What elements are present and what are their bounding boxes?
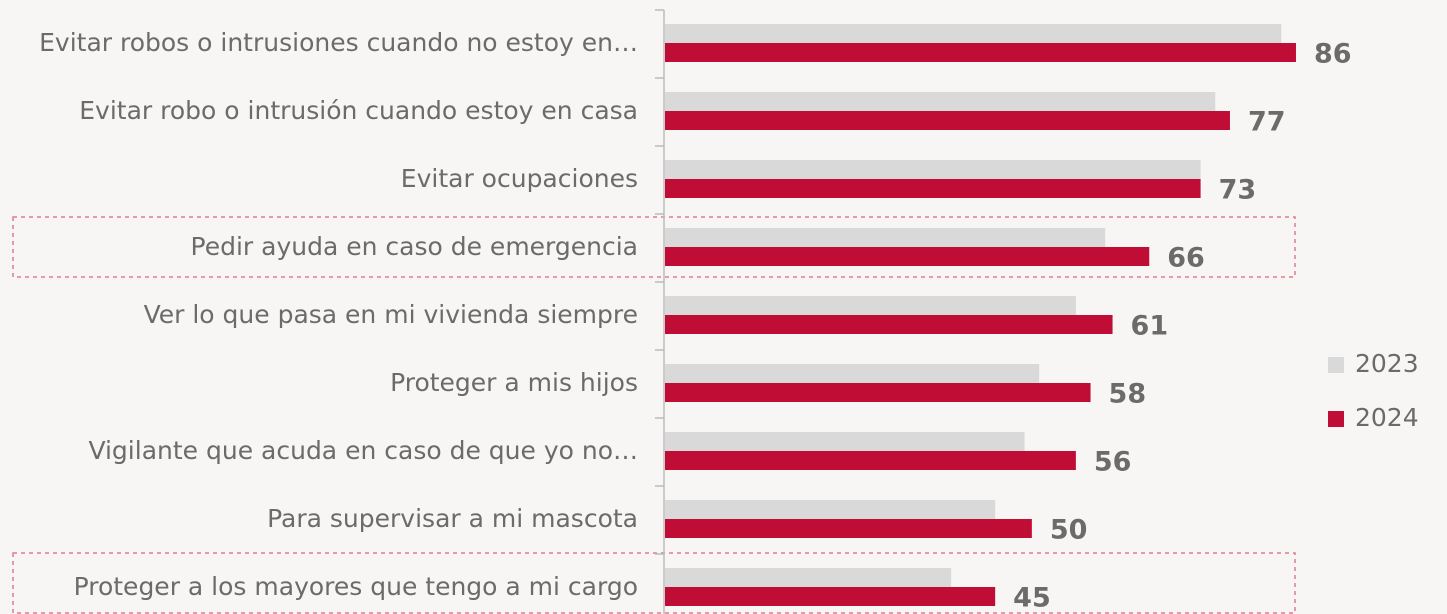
category-label: Proteger a mis hijos [390, 368, 638, 397]
value-label: 58 [1109, 379, 1147, 410]
bar [665, 179, 1201, 198]
bar [665, 43, 1296, 62]
category-label: Evitar robos o intrusiones cuando no est… [39, 28, 638, 57]
bar [665, 24, 1282, 43]
value-label: 66 [1167, 243, 1205, 274]
highlight-box [12, 216, 1296, 278]
bar [665, 519, 1032, 538]
bar [665, 451, 1076, 470]
category-label: Evitar robo o intrusión cuando estoy en … [79, 96, 638, 125]
legend-label: 2023 [1355, 349, 1419, 378]
value-label: 45 [1013, 583, 1051, 614]
value-label: 86 [1314, 39, 1352, 70]
category-label: Pedir ayuda en caso de emergencia [191, 232, 638, 261]
value-label: 77 [1248, 107, 1286, 138]
bar [665, 315, 1113, 334]
legend-label: 2024 [1355, 403, 1419, 432]
bar [665, 383, 1091, 402]
value-label: 56 [1094, 447, 1132, 478]
bar [665, 568, 952, 587]
category-label: Para supervisar a mi mascota [267, 504, 638, 533]
bar [665, 92, 1216, 111]
value-label: 73 [1219, 175, 1257, 206]
bar [665, 432, 1025, 451]
bar [665, 296, 1076, 315]
legend-swatch [1328, 411, 1344, 427]
value-label: 50 [1050, 515, 1088, 546]
category-label: Proteger a los mayores que tengo a mi ca… [74, 572, 638, 601]
highlight-box [12, 552, 1296, 614]
category-label: Ver lo que pasa en mi vivienda siempre [144, 300, 638, 329]
bar [665, 160, 1201, 179]
bar [665, 587, 996, 606]
bar [665, 500, 996, 519]
bar [665, 228, 1106, 247]
category-label: Vigilante que acuda en caso de que yo no… [88, 436, 638, 465]
bar [665, 111, 1230, 130]
bar [665, 364, 1040, 383]
legend-swatch [1328, 357, 1344, 373]
category-label: Evitar ocupaciones [401, 164, 638, 193]
bar [665, 247, 1150, 266]
value-label: 61 [1131, 311, 1169, 342]
